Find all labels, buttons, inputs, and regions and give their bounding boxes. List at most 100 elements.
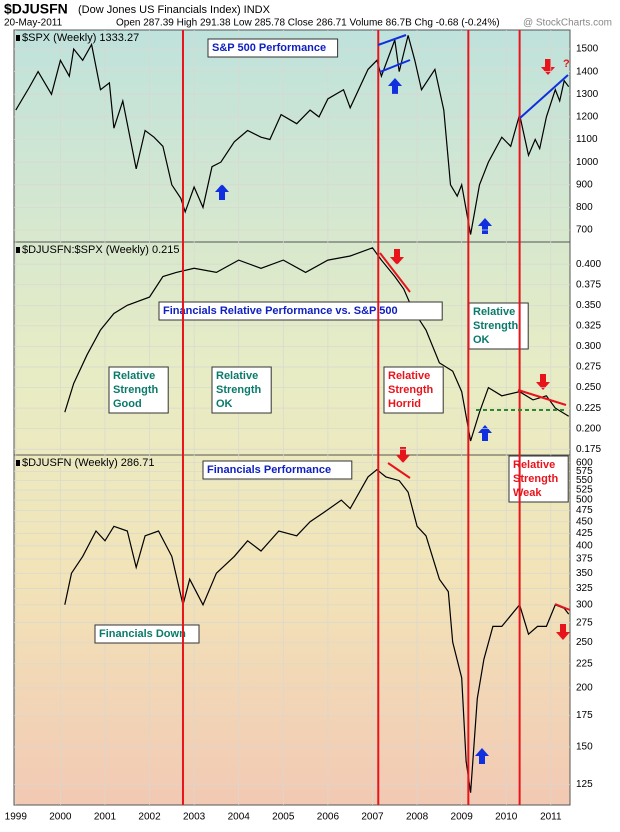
x-tick-label: 2009	[451, 812, 474, 823]
annotation-box	[158, 301, 443, 321]
y-tick-label: 1400	[576, 66, 599, 77]
y-tick-label: 550	[576, 475, 593, 486]
y-tick-label: 1300	[576, 89, 599, 100]
y-tick-label: 225	[576, 658, 593, 669]
annotation: Horrid	[388, 398, 421, 410]
date: 20-May-2011	[4, 18, 63, 29]
x-tick-label: 1999	[5, 812, 28, 823]
y-tick-label: 375	[576, 554, 593, 565]
legend-swatch	[16, 247, 20, 253]
price-line	[15, 35, 570, 235]
y-tick-label: 800	[576, 202, 593, 213]
legend-swatch	[16, 35, 20, 41]
annotation: Good	[113, 398, 142, 410]
y-tick-label: 250	[576, 637, 593, 648]
y-tick-label: 1100	[576, 134, 598, 145]
annotation: Relative	[113, 370, 155, 382]
y-tick-label: 450	[576, 516, 593, 527]
x-tick-label: 2005	[272, 812, 295, 823]
annotation: Strength	[388, 384, 434, 396]
annotation-box	[207, 38, 339, 58]
y-tick-label: 600	[576, 457, 593, 468]
y-tick-label: 0.200	[576, 423, 601, 434]
x-tick-label: 2007	[361, 812, 384, 823]
annotation: Relative	[513, 459, 555, 471]
y-tick-label: 175	[576, 710, 593, 721]
y-tick-label: 1200	[576, 112, 599, 123]
arrow	[541, 59, 555, 75]
annotation-box	[468, 302, 529, 350]
legend: $SPX (Weekly) 1333.27	[22, 32, 139, 44]
quote: Open 287.39 High 291.38 Low 285.78 Close…	[116, 18, 500, 29]
y-tick-label: 400	[576, 540, 593, 551]
y-tick-label: 0.350	[576, 300, 601, 311]
x-tick-label: 2003	[183, 812, 206, 823]
annotation: S&P 500 Performance	[212, 42, 326, 54]
annotation: Financials Relative Performance vs. S&P …	[163, 305, 398, 317]
y-tick-label: 200	[576, 683, 593, 694]
y-tick-label: 1500	[576, 44, 599, 55]
x-tick-label: 2006	[317, 812, 340, 823]
annotation: OK	[473, 334, 490, 346]
legend-swatch	[16, 460, 20, 466]
x-tick-label: 2011	[540, 812, 562, 823]
y-tick-label: 350	[576, 568, 593, 579]
annotation-box	[94, 624, 200, 644]
y-tick-label: 0.300	[576, 341, 601, 352]
annotation: Financials Performance	[207, 464, 331, 476]
y-tick-label: 575	[576, 466, 593, 477]
y-tick-label: 325	[576, 583, 593, 594]
annotation: Strength	[513, 473, 559, 485]
price-line	[64, 468, 570, 793]
annotation: Weak	[513, 487, 542, 499]
y-tick-label: 0.250	[576, 382, 601, 393]
source: @ StockCharts.com	[523, 18, 612, 29]
x-tick-label: 2001	[94, 812, 117, 823]
annotation: Relative	[216, 370, 258, 382]
annotation-box	[383, 366, 444, 414]
y-tick-label: 0.400	[576, 259, 601, 270]
annotation: Relative	[473, 306, 515, 318]
arrow	[478, 218, 492, 234]
arrow	[390, 249, 404, 265]
symbol: $DJUSFN	[4, 1, 68, 17]
price-line	[64, 247, 570, 442]
annotation: Financials Down	[99, 628, 186, 640]
x-tick-label: 2002	[138, 812, 161, 823]
x-tick-label: 2000	[49, 812, 72, 823]
plot-area	[13, 29, 571, 806]
y-tick-label: 125	[576, 779, 593, 790]
x-tick-label: 2004	[228, 812, 251, 823]
description: (Dow Jones US Financials Index) INDX	[78, 4, 271, 16]
y-tick-label: 1000	[576, 157, 599, 168]
arrow	[556, 624, 570, 640]
y-tick-label: 0.225	[576, 403, 601, 414]
annotation-box	[211, 366, 272, 414]
legend: $DJUSFN (Weekly) 286.71	[22, 457, 154, 469]
legend: $DJUSFN:$SPX (Weekly) 0.215	[22, 244, 180, 256]
annotation: Strength	[473, 320, 519, 332]
y-tick-label: 525	[576, 485, 593, 496]
x-tick-label: 2010	[495, 812, 518, 823]
annotation: OK	[216, 398, 233, 410]
annotation-box	[202, 460, 353, 480]
y-tick-label: 425	[576, 528, 593, 539]
arrow	[475, 748, 489, 764]
arrow	[396, 447, 410, 463]
y-tick-label: 0.175	[576, 444, 601, 455]
decorations	[377, 34, 571, 611]
y-tick-label: 700	[576, 225, 593, 236]
annotation-box	[108, 366, 169, 414]
y-tick-label: 500	[576, 495, 593, 506]
x-tick-label: 2008	[406, 812, 429, 823]
arrow	[215, 184, 229, 200]
annotation: Strength	[113, 384, 159, 396]
arrow	[536, 374, 550, 390]
y-tick-label: 0.375	[576, 279, 601, 290]
annotation: ?	[563, 58, 570, 70]
y-tick-label: 300	[576, 599, 593, 610]
y-tick-label: 0.325	[576, 321, 601, 332]
annotation: Strength	[216, 384, 262, 396]
annotation: Relative	[388, 370, 430, 382]
